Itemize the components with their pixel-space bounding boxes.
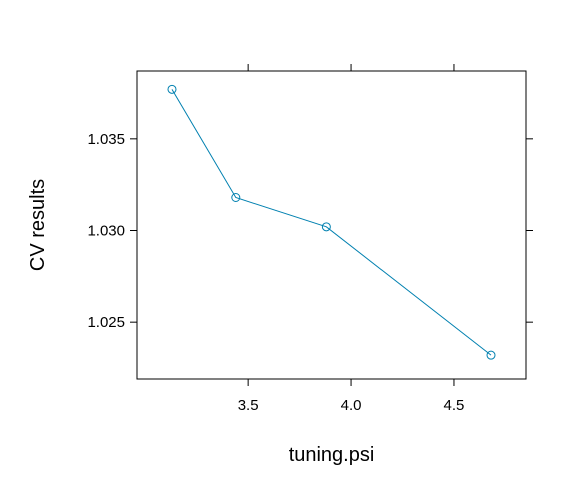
y-axis-title: CV results [27, 179, 49, 271]
data-point [486, 350, 496, 360]
y-tick-label: 1.025 [87, 314, 125, 331]
x-axis: 3.5 4.0 4.5 [238, 64, 465, 414]
x-tick-label: 4.0 [341, 397, 362, 414]
data-point [231, 193, 241, 202]
data-point [321, 222, 331, 232]
plot-frame [136, 70, 527, 380]
series-line [171, 89, 492, 356]
data-points [167, 84, 496, 360]
x-tick-label: 3.5 [238, 397, 259, 414]
y-axis: 1.025 1.030 1.035 [87, 131, 533, 331]
data-point [167, 84, 177, 94]
x-tick-label: 4.5 [444, 397, 465, 414]
y-tick-label: 1.035 [87, 131, 125, 148]
y-tick-label: 1.030 [87, 223, 125, 240]
x-axis-title: tuning.psi [289, 444, 375, 466]
